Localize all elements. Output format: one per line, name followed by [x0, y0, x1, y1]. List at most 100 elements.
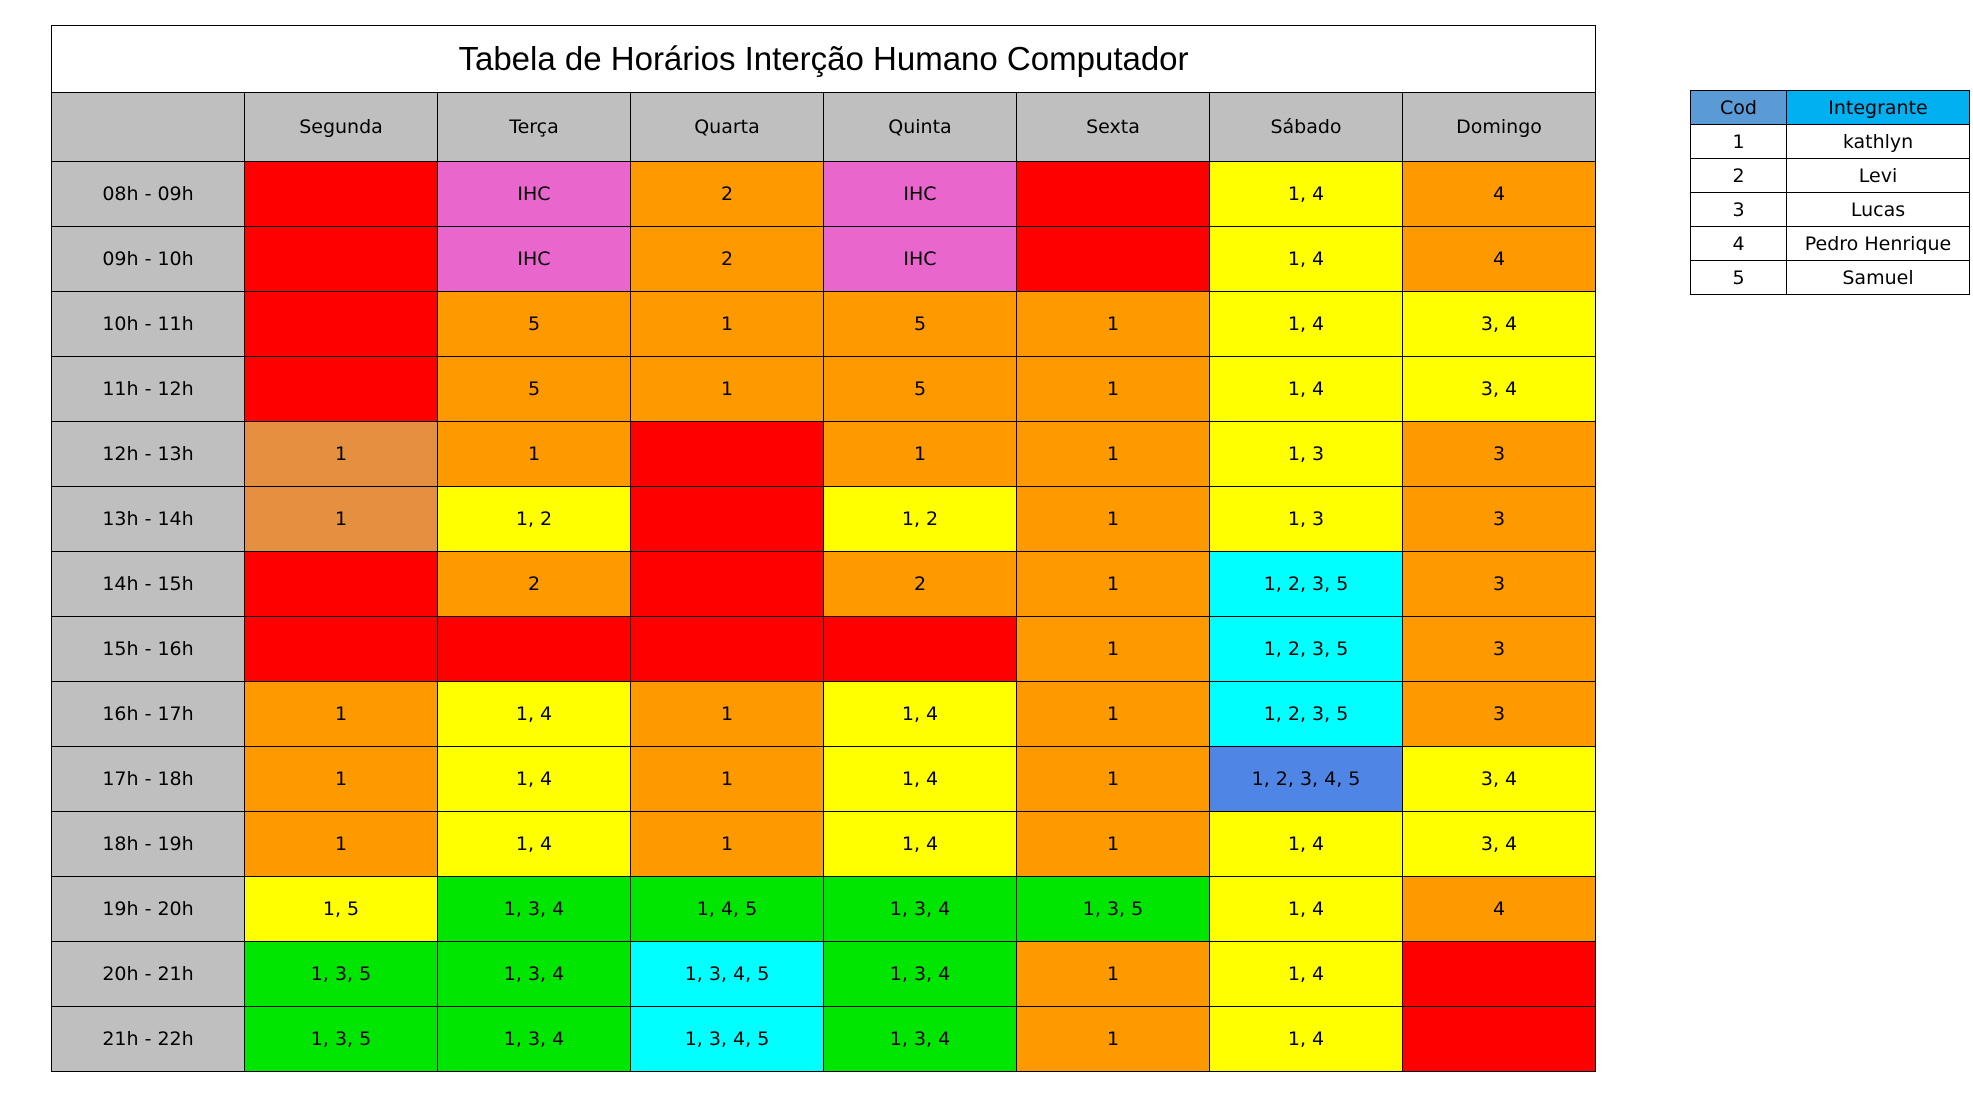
- time-slot-label: 18h - 19h: [51, 811, 245, 877]
- table-row: 17h - 18h 1 1, 4 1 1, 4 1 1, 2, 3, 4, 5 3, 4: [51, 746, 1596, 812]
- time-slot-label: 14h - 15h: [51, 551, 245, 617]
- schedule-cell: 1, 3, 5: [1016, 876, 1210, 942]
- legend-member-name: Samuel: [1786, 260, 1970, 295]
- schedule-cell: [630, 616, 824, 682]
- schedule-cell: 1, 2, 3, 5: [1209, 681, 1403, 747]
- schedule-cell: IHC: [823, 226, 1017, 292]
- schedule-cell: 3, 4: [1402, 356, 1596, 422]
- schedule-cell: 4: [1402, 876, 1596, 942]
- schedule-cell: 1, 3: [1209, 421, 1403, 487]
- table-row: 21h - 22h 1, 3, 5 1, 3, 4 1, 3, 4, 5 1, 3, 4…: [51, 1006, 1596, 1072]
- legend-cod: 4: [1690, 226, 1787, 261]
- table-row: 20h - 21h 1, 3, 5 1, 3, 4 1, 3, 4, 5 1, 3, 4…: [51, 941, 1596, 1007]
- schedule-cell: [244, 226, 438, 292]
- table-row: 19h - 20h 1, 5 1, 3, 4 1, 4, 5 1, 3, 4 1, 3, …: [51, 876, 1596, 942]
- schedule-cell: 1, 2, 3, 4, 5: [1209, 746, 1403, 812]
- schedule-cell: 1: [1016, 551, 1210, 617]
- schedule-cell: 1, 3, 4: [823, 876, 1017, 942]
- schedule-cell: 1, 3, 5: [244, 1006, 438, 1072]
- schedule-cell: [630, 551, 824, 617]
- schedule-cell: [1016, 161, 1210, 227]
- schedule-cell: 1, 3, 4, 5: [630, 941, 824, 1007]
- corner-cell: [51, 92, 245, 162]
- schedule-cell: 1, 3, 4: [823, 941, 1017, 1007]
- schedule-cell: 1: [1016, 746, 1210, 812]
- schedule-cell: [437, 616, 631, 682]
- schedule-cell: 1, 4: [1209, 161, 1403, 227]
- time-slot-label: 20h - 21h: [51, 941, 245, 1007]
- time-slot-label: 13h - 14h: [51, 486, 245, 552]
- legend-cod: 1: [1690, 124, 1787, 159]
- legend-row: 2 Levi: [1690, 158, 1970, 193]
- schedule-cell: 1, 5: [244, 876, 438, 942]
- schedule-cell: 1, 4, 5: [630, 876, 824, 942]
- legend-header-integrante: Integrante: [1786, 90, 1970, 125]
- schedule-cell: 1: [437, 421, 631, 487]
- schedule-cell: 1: [823, 421, 1017, 487]
- schedule-cell: 1: [630, 681, 824, 747]
- schedule-cell: 1: [630, 291, 824, 357]
- schedule-cell: 1, 2, 3, 5: [1209, 551, 1403, 617]
- schedule-cell: 1, 4: [1209, 1006, 1403, 1072]
- schedule-cell: 5: [823, 356, 1017, 422]
- table-title: Tabela de Horários Interção Humano Compu…: [51, 25, 1596, 93]
- schedule-cell: 1, 2: [823, 486, 1017, 552]
- day-header-4: Quinta: [823, 92, 1017, 162]
- day-header-2: Terça: [437, 92, 631, 162]
- legend-header-row: Cod Integrante: [1690, 90, 1970, 125]
- legend-body: 1 kathlyn 2 Levi 3 Lucas 4 Pedro Henrique 5 Samue…: [1690, 124, 1970, 295]
- legend-row: 1 kathlyn: [1690, 124, 1970, 159]
- schedule-cell: 2: [630, 161, 824, 227]
- day-header-3: Quarta: [630, 92, 824, 162]
- schedule-cell: 1, 4: [1209, 226, 1403, 292]
- schedule-cell: IHC: [823, 161, 1017, 227]
- schedule-cell: 1: [630, 811, 824, 877]
- schedule-cell: 1, 3, 4: [823, 1006, 1017, 1072]
- schedule-cell: [1016, 226, 1210, 292]
- time-slot-label: 17h - 18h: [51, 746, 245, 812]
- time-slot-label: 19h - 20h: [51, 876, 245, 942]
- day-header-row: Segunda Terça Quarta Quinta Sexta Sábado Domin…: [51, 92, 1596, 162]
- schedule-cell: 1: [1016, 291, 1210, 357]
- schedule-cell: [244, 356, 438, 422]
- schedule-cell: IHC: [437, 226, 631, 292]
- time-slot-label: 08h - 09h: [51, 161, 245, 227]
- legend-member-name: kathlyn: [1786, 124, 1970, 159]
- schedule-cell: 1: [1016, 356, 1210, 422]
- legend-member-name: Lucas: [1786, 192, 1970, 227]
- schedule-cell: 3: [1402, 681, 1596, 747]
- schedule-cell: [1402, 941, 1596, 1007]
- schedule-cell: 1, 4: [1209, 941, 1403, 1007]
- schedule-cell: 5: [823, 291, 1017, 357]
- legend-member-name: Levi: [1786, 158, 1970, 193]
- schedule-cell: 1: [244, 681, 438, 747]
- schedule-cell: 1: [630, 356, 824, 422]
- schedule-cell: 3: [1402, 421, 1596, 487]
- schedule-cell: 1, 4: [437, 811, 631, 877]
- table-row: 11h - 12h 5 1 5 1 1, 4 3, 4: [51, 356, 1596, 422]
- schedule-cell: 1, 2, 3, 5: [1209, 616, 1403, 682]
- schedule-cell: 1: [1016, 616, 1210, 682]
- time-slot-label: 09h - 10h: [51, 226, 245, 292]
- legend-cod: 2: [1690, 158, 1787, 193]
- day-header-7: Domingo: [1402, 92, 1596, 162]
- schedule-cell: 2: [630, 226, 824, 292]
- schedule-cell: 1, 4: [1209, 876, 1403, 942]
- table-row: 18h - 19h 1 1, 4 1 1, 4 1 1, 4 3, 4: [51, 811, 1596, 877]
- schedule-cell: 3: [1402, 486, 1596, 552]
- schedule-cell: 4: [1402, 161, 1596, 227]
- schedule-cell: 1, 4: [823, 811, 1017, 877]
- schedule-cell: [244, 161, 438, 227]
- schedule-cell: 1, 3, 4: [437, 1006, 631, 1072]
- time-slot-label: 16h - 17h: [51, 681, 245, 747]
- table-row: 10h - 11h 5 1 5 1 1, 4 3, 4: [51, 291, 1596, 357]
- schedule-cell: 3: [1402, 616, 1596, 682]
- legend-row: 5 Samuel: [1690, 260, 1970, 295]
- schedule-cell: 3: [1402, 551, 1596, 617]
- legend-header-cod: Cod: [1690, 90, 1787, 125]
